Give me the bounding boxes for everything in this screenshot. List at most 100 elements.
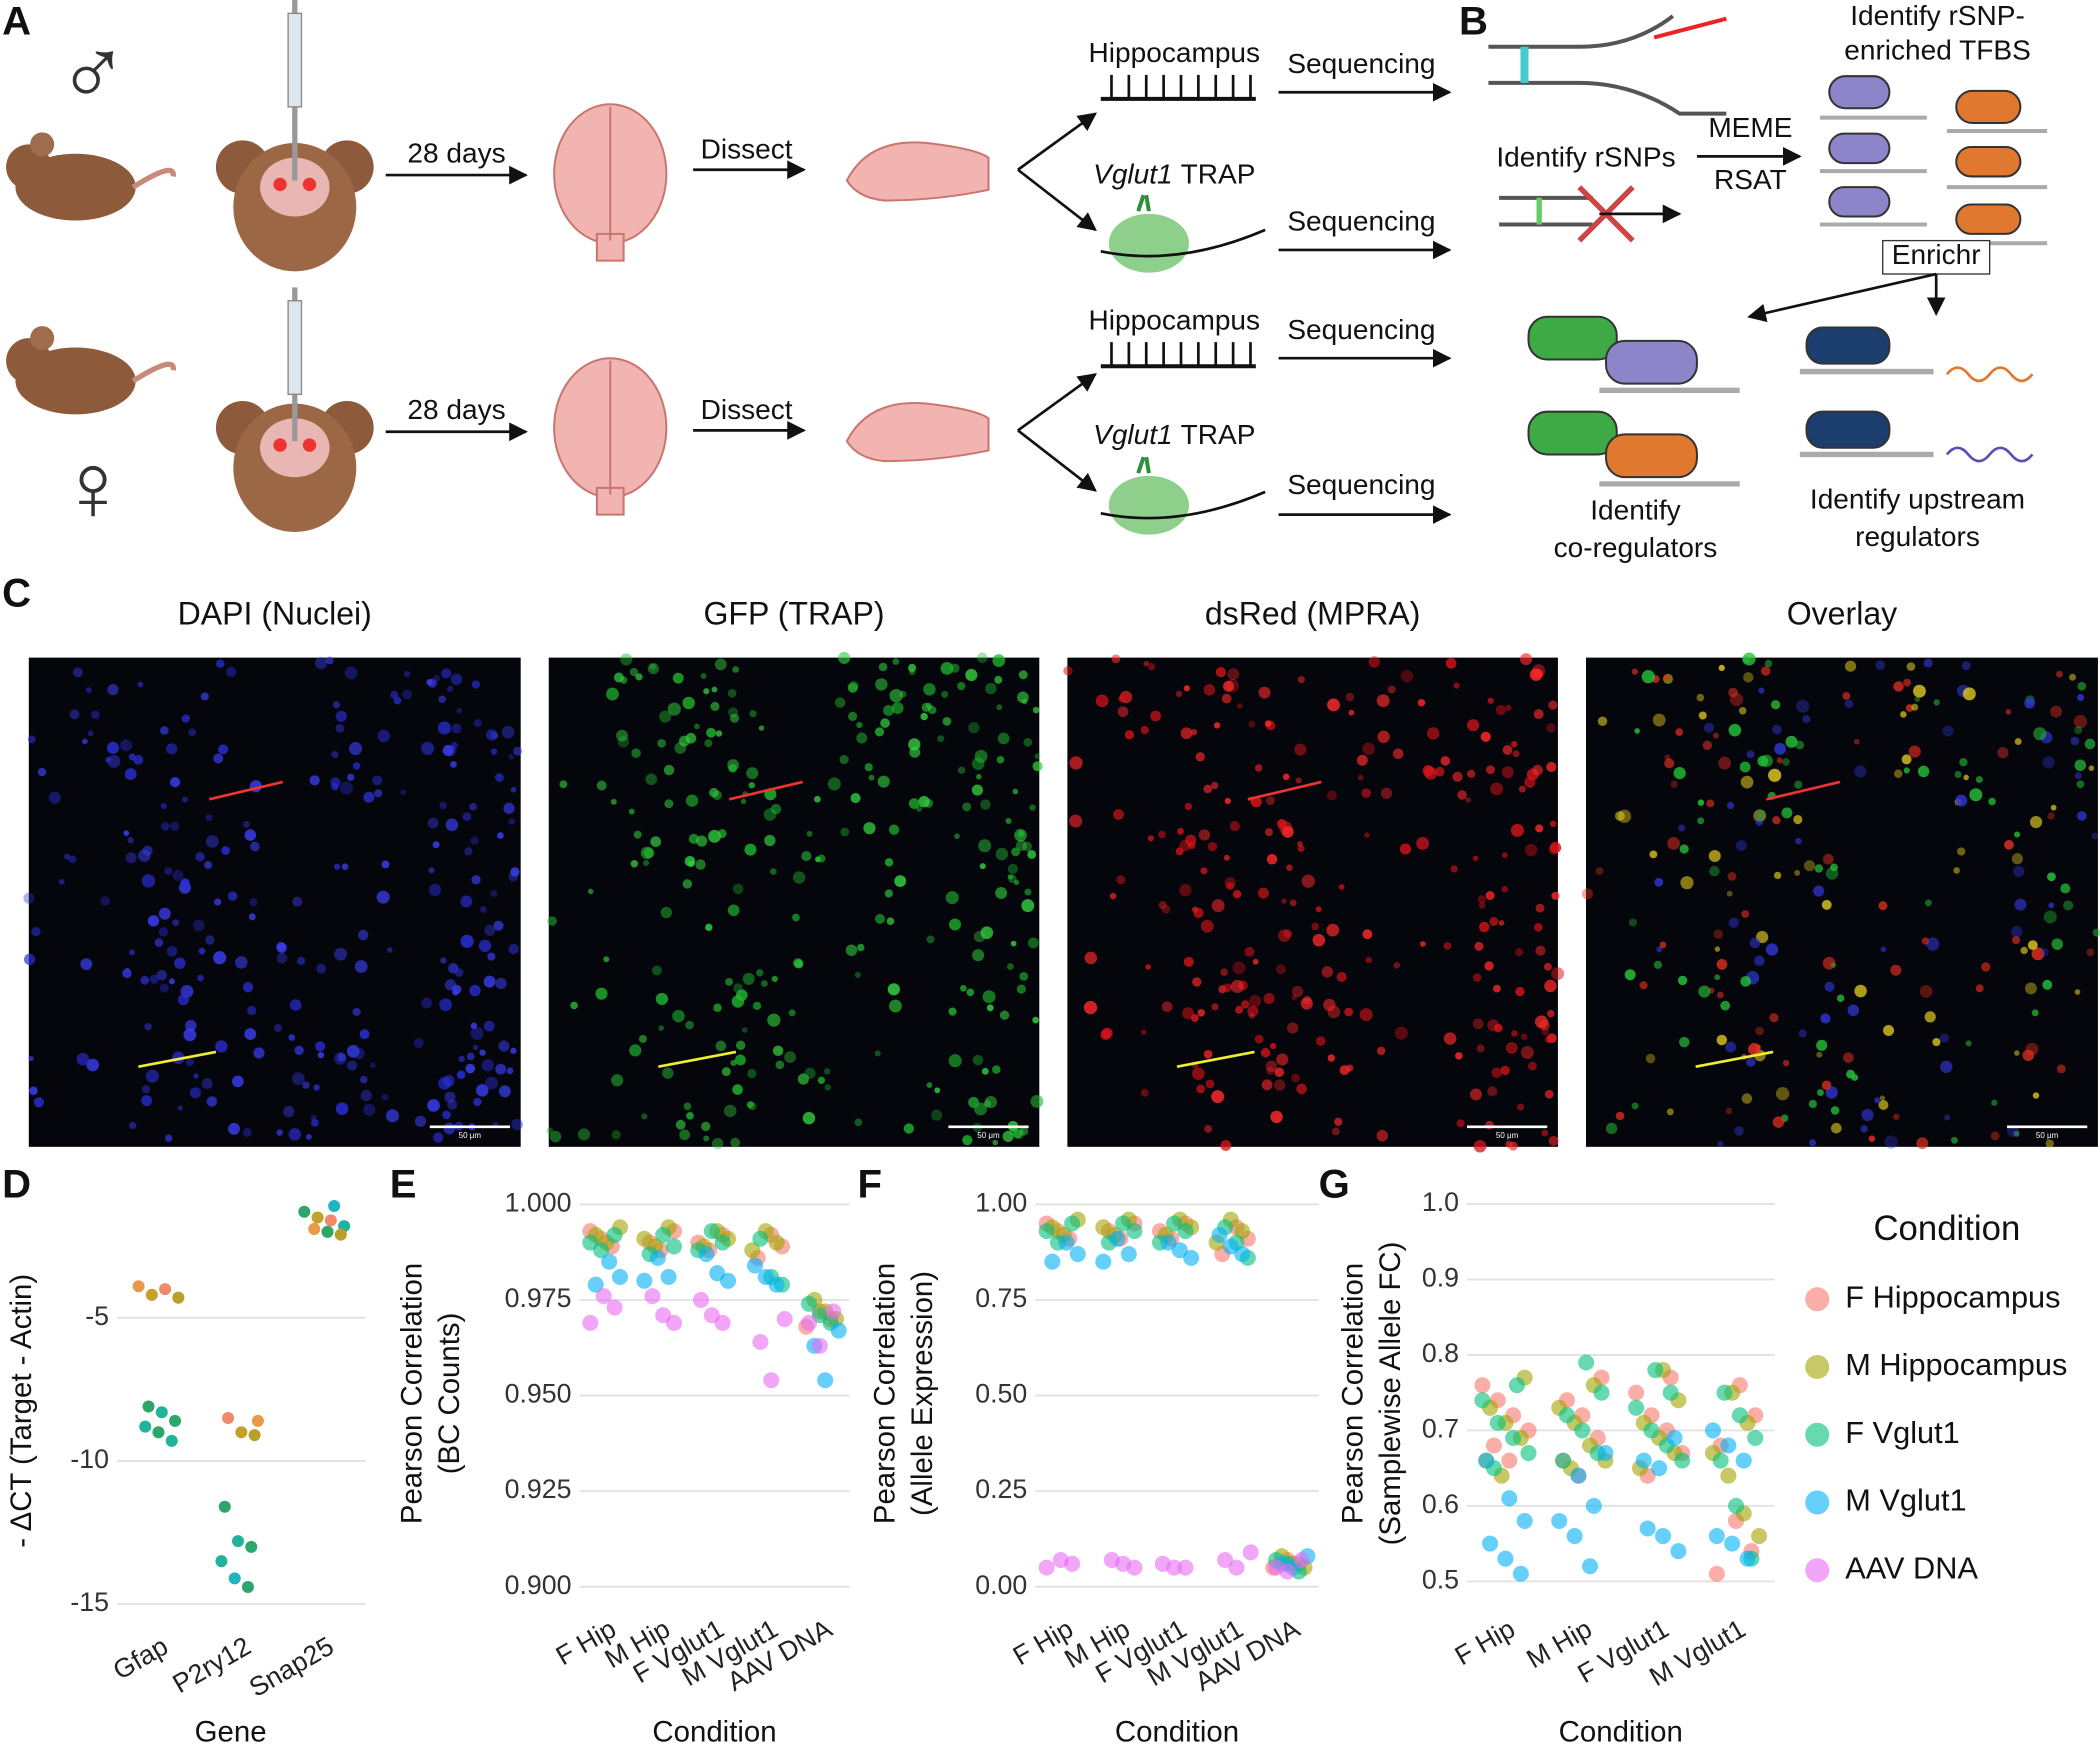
cell xyxy=(457,1070,466,1079)
cell xyxy=(1241,1000,1249,1008)
cell xyxy=(1595,867,1603,875)
cell xyxy=(1728,872,1737,881)
cell xyxy=(28,735,36,743)
cell xyxy=(1441,756,1450,765)
coregulator-diagram xyxy=(1529,317,2033,484)
cell xyxy=(1727,891,1733,897)
cell xyxy=(2051,805,2057,811)
cell xyxy=(472,680,480,688)
cell xyxy=(2074,759,2086,771)
cell xyxy=(1204,684,1216,696)
cell xyxy=(846,944,858,956)
cell xyxy=(358,930,368,940)
cell xyxy=(889,825,899,835)
cell xyxy=(1667,1108,1674,1115)
cell xyxy=(650,836,661,847)
cell xyxy=(1842,692,1850,700)
cell xyxy=(1940,1033,1949,1042)
cell xyxy=(1420,941,1426,947)
cell xyxy=(1916,1137,1928,1149)
cell xyxy=(892,702,904,714)
cell xyxy=(743,973,755,985)
data-point xyxy=(1517,1513,1533,1529)
cell xyxy=(1388,686,1396,694)
cell xyxy=(471,1023,477,1029)
cell xyxy=(1966,1040,1972,1046)
cell xyxy=(851,793,861,803)
cell xyxy=(474,719,482,727)
cell xyxy=(1296,1084,1307,1095)
cell xyxy=(469,803,477,811)
cell xyxy=(1632,669,1638,675)
cell xyxy=(334,948,347,961)
panel-a: ♂ ♀ 28 days 28 days Dissect Dissect Hipp… xyxy=(6,0,1450,541)
legend-label: F Vglut1 xyxy=(1845,1415,1959,1450)
cell xyxy=(1249,995,1261,1007)
cell xyxy=(772,976,778,982)
cell xyxy=(559,780,567,788)
cell xyxy=(1322,966,1333,977)
cell xyxy=(1211,1090,1224,1103)
cell xyxy=(510,1048,516,1054)
cell xyxy=(2057,1064,2066,1073)
cell xyxy=(973,1055,984,1066)
cell xyxy=(547,1127,554,1134)
cell xyxy=(313,1084,319,1090)
sequencing-label: Sequencing xyxy=(1287,48,1435,79)
x-tick-label: P2ry12 xyxy=(168,1631,256,1699)
cell xyxy=(1854,985,1866,997)
data-point xyxy=(1636,1453,1652,1469)
data-point xyxy=(752,1334,768,1350)
cell xyxy=(686,1112,694,1120)
cell xyxy=(1959,758,1967,766)
cell xyxy=(1259,687,1271,699)
data-point xyxy=(1582,1558,1598,1574)
data-point xyxy=(143,1401,155,1413)
cell xyxy=(1904,767,1910,773)
data-point xyxy=(1740,1551,1756,1567)
data-point xyxy=(1736,1453,1752,1469)
cell xyxy=(715,659,727,671)
cell xyxy=(1450,865,1457,872)
cell xyxy=(614,673,624,683)
cell xyxy=(784,1051,796,1063)
cell xyxy=(1740,976,1751,987)
cell xyxy=(1900,711,1907,718)
cell xyxy=(2074,726,2082,734)
cell xyxy=(730,714,739,723)
cell xyxy=(1283,774,1290,781)
upstream-label: regulators xyxy=(1855,521,1980,552)
cell xyxy=(1674,767,1686,779)
cell xyxy=(728,689,737,698)
cell xyxy=(960,985,967,992)
cell xyxy=(491,748,497,754)
data-point xyxy=(328,1200,340,1212)
cell xyxy=(429,867,435,873)
cell xyxy=(1911,704,1918,711)
cell xyxy=(2033,727,2046,740)
data-point xyxy=(612,1269,628,1285)
data-point xyxy=(1747,1430,1763,1446)
data-point xyxy=(1183,1250,1199,1266)
data-point xyxy=(636,1273,652,1289)
cell xyxy=(957,682,965,690)
cell xyxy=(508,754,513,759)
cell xyxy=(926,703,932,709)
cell xyxy=(1654,961,1662,969)
cell xyxy=(2014,831,2020,837)
cell xyxy=(232,1076,244,1088)
cell xyxy=(1486,891,1495,900)
hippocampus-label: Hippocampus xyxy=(1089,305,1261,336)
cell xyxy=(421,742,434,755)
cell xyxy=(547,916,557,926)
cell xyxy=(318,1052,324,1058)
cell xyxy=(1362,742,1375,755)
cell xyxy=(1741,776,1754,789)
cell xyxy=(1486,765,1495,774)
cell xyxy=(195,852,204,861)
cell xyxy=(335,724,344,733)
data-point xyxy=(1651,1460,1667,1476)
cell xyxy=(1843,1052,1854,1063)
cell xyxy=(1729,724,1742,737)
